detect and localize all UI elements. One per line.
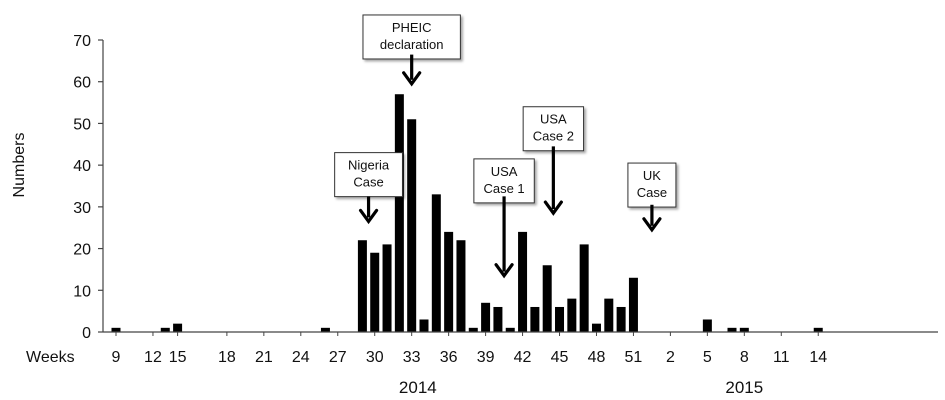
bar: [518, 231, 528, 332]
bar: [468, 327, 478, 332]
year-label: 2014: [399, 378, 437, 397]
annotation-text: USA: [491, 164, 518, 179]
y-tick-label: 20: [73, 242, 91, 259]
bar: [702, 319, 712, 332]
bar: [579, 244, 589, 332]
bar: [813, 327, 823, 332]
bar: [739, 327, 749, 332]
x-tick-label: 51: [625, 349, 643, 366]
bar: [616, 306, 626, 332]
annotation-3: USA Case 2: [522, 106, 585, 216]
annotation-0: PHEIC declaration: [362, 14, 461, 87]
x-tick-label: 27: [329, 349, 347, 366]
x-tick-label: 14: [809, 349, 827, 366]
annotation-box: [362, 14, 461, 60]
y-tick-label: 50: [73, 116, 91, 133]
x-tick-label: 15: [169, 349, 187, 366]
bar: [370, 252, 380, 332]
x-tick-label: 5: [703, 349, 712, 366]
year-label: 2015: [725, 378, 763, 397]
bar: [419, 319, 429, 332]
y-tick-label: 70: [73, 33, 91, 50]
y-tick-label: 0: [82, 325, 91, 342]
x-tick-label: 11: [773, 349, 790, 366]
bars: [111, 94, 823, 332]
x-tick-label: 30: [366, 349, 384, 366]
annotations: PHEIC declaration Nigeria Case USA Case 1 USA C…: [334, 14, 677, 279]
bar: [481, 302, 491, 332]
x-tick-label: 24: [292, 349, 310, 366]
x-axis-title: Weeks: [26, 349, 75, 366]
bar: [394, 94, 404, 332]
x-tick-label: 48: [588, 349, 606, 366]
annotation-arrow-head: [543, 200, 563, 216]
bar: [444, 231, 454, 332]
annotation-1: Nigeria Case: [334, 152, 403, 225]
annotation-text: UK: [643, 168, 661, 183]
annotation-arrow-head: [494, 263, 514, 279]
annotation-text: Case: [637, 185, 667, 200]
annotation-2: USA Case 1: [473, 158, 535, 279]
annotation-text: PHEIC: [392, 20, 432, 35]
bar: [604, 298, 614, 332]
x-tick-label: 45: [551, 349, 569, 366]
annotation-text: Case 2: [533, 129, 574, 144]
bar: [111, 327, 121, 332]
y-tick-label: 40: [73, 158, 91, 175]
x-tick-label: 8: [740, 349, 749, 366]
annotation-box: [522, 106, 585, 152]
annotation-4: UK Case: [627, 162, 677, 233]
annotation-text: Case: [353, 175, 383, 190]
bar: [493, 306, 503, 332]
annotation-arrow-head: [402, 71, 422, 87]
x-tick-label: 9: [112, 349, 121, 366]
bar: [505, 327, 515, 332]
bar: [160, 327, 170, 332]
y-tick-label: 10: [73, 283, 91, 300]
annotation-text: USA: [540, 112, 567, 127]
annotation-arrow-head: [358, 208, 379, 225]
x-axis: 9 12 15 18 21 24 27 30 33 36 39 42 45 48 51 2 5 8 11 14 2014…: [103, 331, 938, 397]
x-tick-label: 36: [440, 349, 458, 366]
x-tick-label: 42: [514, 349, 532, 366]
annotation-arrow-head: [642, 217, 662, 233]
bar: [456, 240, 466, 332]
x-tick-label: 33: [403, 349, 421, 366]
bar: [542, 265, 552, 332]
bar: [320, 327, 330, 332]
bar: [555, 306, 565, 332]
x-tick-label: 39: [477, 349, 495, 366]
x-tick-label: 18: [218, 349, 236, 366]
annotation-text: Case 1: [483, 181, 524, 196]
x-tick-label: 12: [144, 349, 162, 366]
x-tick-label: 21: [255, 349, 273, 366]
y-tick-label: 60: [73, 75, 91, 92]
bar: [530, 306, 540, 332]
y-axis-title: Numbers: [11, 133, 28, 198]
bar: [727, 327, 737, 332]
annotation-text: declaration: [380, 37, 444, 52]
bar: [591, 323, 601, 332]
y-tick-label: 30: [73, 200, 91, 217]
annotation-box: [627, 162, 677, 208]
annotation-text: Nigeria: [348, 158, 390, 173]
bar: [357, 240, 367, 332]
bar: [431, 194, 441, 332]
bar: [407, 119, 417, 332]
x-tick-label: 2: [666, 349, 675, 366]
bar: [173, 323, 183, 332]
bar: [382, 244, 392, 332]
y-axis: 0 10 20 30 40 50 60 70: [73, 33, 104, 342]
annotation-box: [334, 152, 403, 198]
bar: [567, 298, 577, 332]
bar: [628, 277, 638, 332]
